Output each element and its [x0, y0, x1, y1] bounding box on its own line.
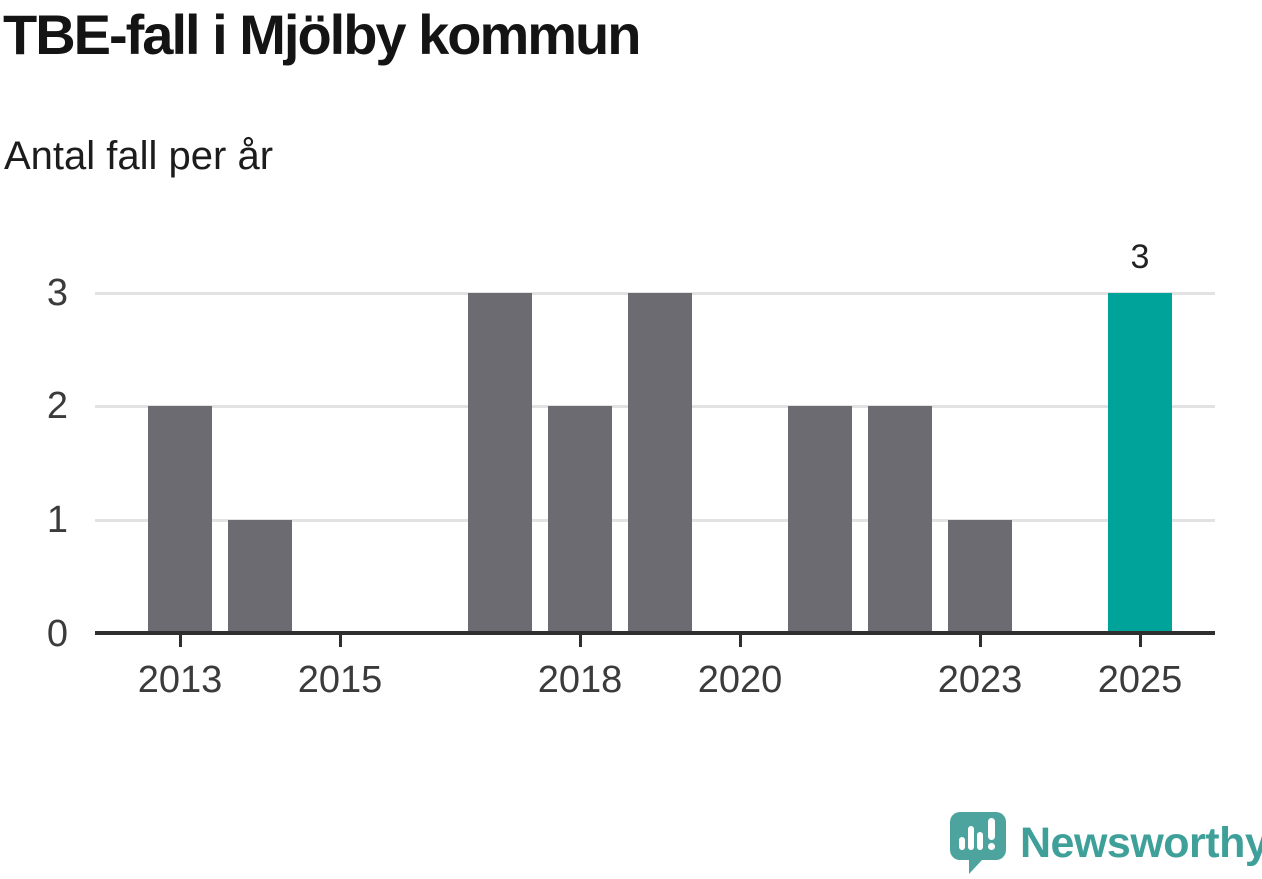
bar-2017 — [468, 293, 532, 634]
bar-2023 — [948, 520, 1012, 634]
newsworthy-logo-icon — [950, 812, 1006, 874]
brand-name: Newsworthy — [1020, 818, 1262, 867]
chart-title: TBE-fall i Mjölby kommun — [3, 3, 641, 66]
bar-2018 — [548, 406, 612, 634]
x-tick-mark-2015 — [339, 635, 342, 647]
bar-value-label-2025: 3 — [1130, 238, 1150, 276]
y-tick-label-1: 1 — [46, 499, 68, 541]
x-tick-label-2013: 2013 — [137, 659, 223, 701]
bar-2019 — [628, 293, 692, 634]
x-tick-mark-2023 — [979, 635, 982, 647]
x-tick-label-2018: 2018 — [537, 659, 623, 701]
y-tick-label-3: 3 — [46, 272, 68, 314]
bar-2013 — [148, 406, 212, 634]
y-tick-label-0: 0 — [46, 613, 68, 655]
x-tick-label-2020: 2020 — [697, 659, 783, 701]
y-tick-label-2: 2 — [46, 385, 68, 427]
x-tick-mark-2020 — [739, 635, 742, 647]
x-tick-mark-2018 — [579, 635, 582, 647]
bar-2025 — [1108, 293, 1172, 634]
chart-subtitle: Antal fall per år — [4, 134, 274, 178]
x-tick-label-2023: 2023 — [937, 659, 1023, 701]
bar-2021 — [788, 406, 852, 634]
bar-2014 — [228, 520, 292, 634]
x-tick-label-2025: 2025 — [1097, 659, 1183, 701]
x-axis-line — [95, 631, 1215, 635]
x-tick-mark-2025 — [1139, 635, 1142, 647]
x-tick-mark-2013 — [179, 635, 182, 647]
brand-footer: Newsworthy — [948, 810, 1262, 876]
x-tick-label-2015: 2015 — [297, 659, 383, 701]
bar-2022 — [868, 406, 932, 634]
